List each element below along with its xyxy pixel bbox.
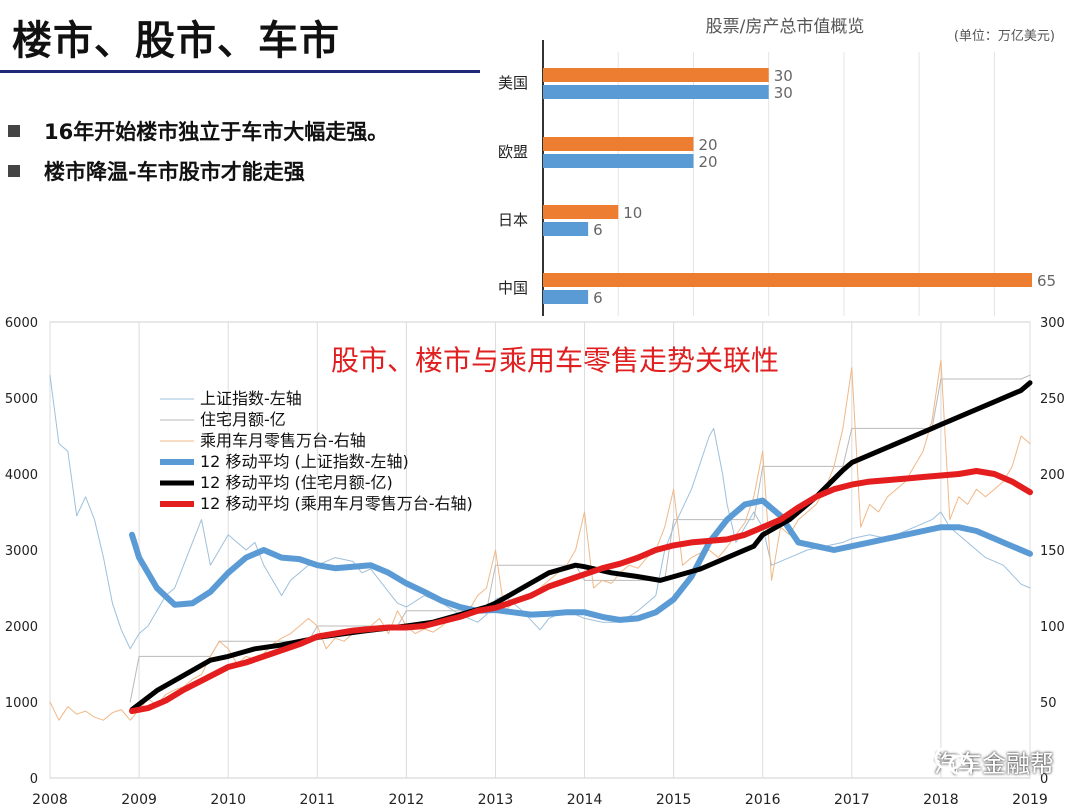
bar-value-label: 30 xyxy=(774,67,793,85)
bar xyxy=(543,205,619,219)
x-tick-label: 2018 xyxy=(923,792,959,808)
y-right-tick-label: 250 xyxy=(1040,392,1065,407)
category-label: 日本 xyxy=(498,211,528,229)
bar xyxy=(543,68,769,82)
title-divider xyxy=(0,70,480,73)
bar-value-label: 65 xyxy=(1037,272,1056,290)
category-label: 欧盟 xyxy=(498,143,528,161)
bullet-text: 16年开始楼市独立于车市大幅走强。 xyxy=(44,120,389,144)
bullet-item: 16年开始楼市独立于车市大幅走强。 xyxy=(8,116,388,146)
bar-value-label: 30 xyxy=(774,84,793,102)
x-tick-label: 2019 xyxy=(1012,792,1048,808)
y-left-tick-label: 0 xyxy=(30,772,38,787)
y-right-tick-label: 0 xyxy=(1040,772,1048,787)
category-label: 中国 xyxy=(498,279,528,297)
square-bullet-icon xyxy=(8,125,20,137)
x-tick-label: 2014 xyxy=(567,792,603,808)
y-right-tick-label: 150 xyxy=(1040,544,1065,559)
x-tick-label: 2011 xyxy=(299,792,335,808)
series-line xyxy=(49,374,1031,650)
y-right-tick-label: 300 xyxy=(1040,316,1065,331)
page-title: 楼市、股市、车市 xyxy=(12,18,340,64)
x-tick-label: 2008 xyxy=(32,792,68,808)
legend-label: 12 移动平均 (乘用车月零售万台-右轴) xyxy=(200,494,473,513)
y-right-tick-label: 100 xyxy=(1040,620,1065,635)
x-tick-label: 2016 xyxy=(745,792,781,808)
legend-label: 12 移动平均 (住宅月额-亿) xyxy=(200,473,393,492)
x-tick-label: 2013 xyxy=(478,792,514,808)
y-right-tick-label: 200 xyxy=(1040,468,1065,483)
x-tick-label: 2015 xyxy=(656,792,692,808)
bar xyxy=(543,222,589,236)
bar-value-label: 20 xyxy=(698,153,717,171)
legend-label: 住宅月额-亿 xyxy=(200,410,286,429)
bullet-text: 楼市降温-车市股市才能走强 xyxy=(44,160,305,184)
wechat-icon xyxy=(934,745,974,776)
x-tick-label: 2009 xyxy=(121,792,157,808)
y-left-tick-label: 6000 xyxy=(5,316,38,331)
x-tick-label: 2012 xyxy=(389,792,425,808)
category-label: 美国 xyxy=(498,74,528,92)
bar-value-label: 20 xyxy=(698,136,717,154)
bar xyxy=(543,273,1032,287)
y-left-tick-label: 4000 xyxy=(5,468,38,483)
series-line xyxy=(129,380,1033,713)
bar xyxy=(543,85,769,99)
y-left-tick-label: 1000 xyxy=(5,696,38,711)
bar-value-label: 6 xyxy=(593,221,603,239)
bar xyxy=(543,137,694,151)
bar-value-label: 6 xyxy=(593,289,603,307)
bar xyxy=(543,154,694,168)
square-bullet-icon xyxy=(8,165,20,177)
x-tick-label: 2010 xyxy=(210,792,246,808)
line-chart-title: 股市、楼市与乘用车零售走势关联性 xyxy=(331,344,779,377)
plot-background xyxy=(0,316,1080,810)
bar-chart-unit: (单位：万亿美元) xyxy=(954,29,1055,44)
bullet-item: 楼市降温-车市股市才能走强 xyxy=(8,156,388,186)
bar-chart-title: 股票/房产总市值概览 xyxy=(706,17,865,37)
bar-value-label: 10 xyxy=(623,204,642,222)
y-right-tick-label: 50 xyxy=(1040,696,1057,711)
legend-label: 乘用车月零售万台-右轴 xyxy=(200,431,366,450)
y-left-tick-label: 5000 xyxy=(5,392,38,407)
legend-label: 12 移动平均 (上证指数-左轴) xyxy=(200,452,409,471)
bar xyxy=(543,290,589,304)
y-left-tick-label: 2000 xyxy=(5,620,38,635)
y-left-tick-label: 3000 xyxy=(5,544,38,559)
watermark: 汽车金融帮 xyxy=(934,744,1054,779)
legend-label: 上证指数-左轴 xyxy=(200,389,302,408)
series-line xyxy=(129,468,1033,715)
series-line xyxy=(129,497,1033,623)
bullet-list: 16年开始楼市独立于车市大幅走强。 楼市降温-车市股市才能走强 xyxy=(8,116,388,196)
x-tick-label: 2017 xyxy=(834,792,870,808)
